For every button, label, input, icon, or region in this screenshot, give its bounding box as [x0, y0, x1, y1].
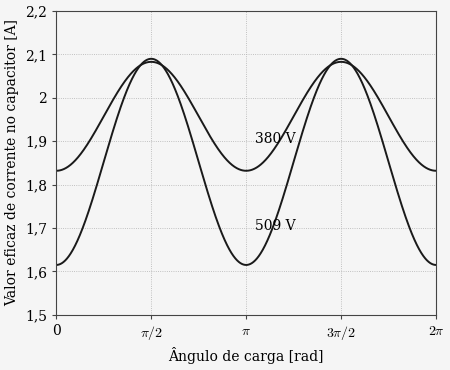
X-axis label: Ângulo de carga [rad]: Ângulo de carga [rad] [168, 347, 324, 364]
Text: 509 V: 509 V [255, 219, 295, 233]
Y-axis label: Valor eficaz de corrente no capacitor [A]: Valor eficaz de corrente no capacitor [A… [5, 20, 19, 306]
Text: 380 V: 380 V [255, 132, 295, 147]
